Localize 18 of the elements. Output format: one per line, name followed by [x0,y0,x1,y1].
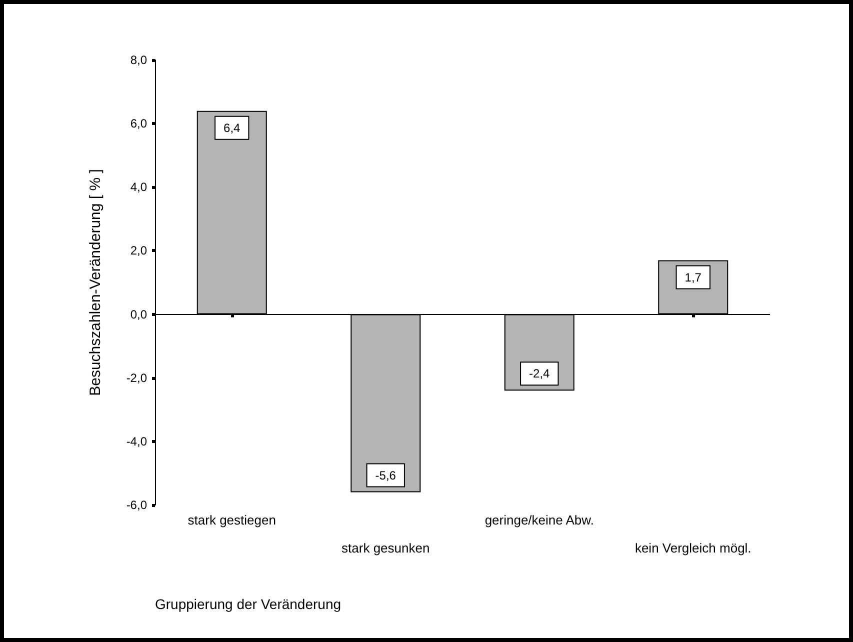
data-label: 6,4 [224,120,241,135]
y-tick-label: 2,0 [130,244,148,258]
y-tick-label: -2,0 [126,370,148,385]
data-label: 1,7 [684,270,702,284]
data-label: -2,4 [529,366,550,381]
y-tick-label: 6,0 [130,116,148,131]
x-axis-title: Gruppierung der Veränderung [155,596,342,612]
data-label: -5,6 [375,468,396,482]
x-tick-label: geringe/keine Abw. [484,512,594,528]
x-tick-label: stark gestiegen [188,512,276,528]
y-tick-label: -4,0 [126,434,148,448]
y-axis-title: Besuchszahlen-Veränderung [ % ] [87,169,104,396]
y-tick-label: 4,0 [130,180,148,194]
y-tick-label: 0,0 [130,307,148,322]
x-tick-label: stark gesunken [342,540,430,556]
x-tick-label: kein Vergleich mögl. [634,540,752,556]
y-tick-label: -6,0 [126,498,148,512]
y-tick-label: 8,0 [130,53,148,67]
